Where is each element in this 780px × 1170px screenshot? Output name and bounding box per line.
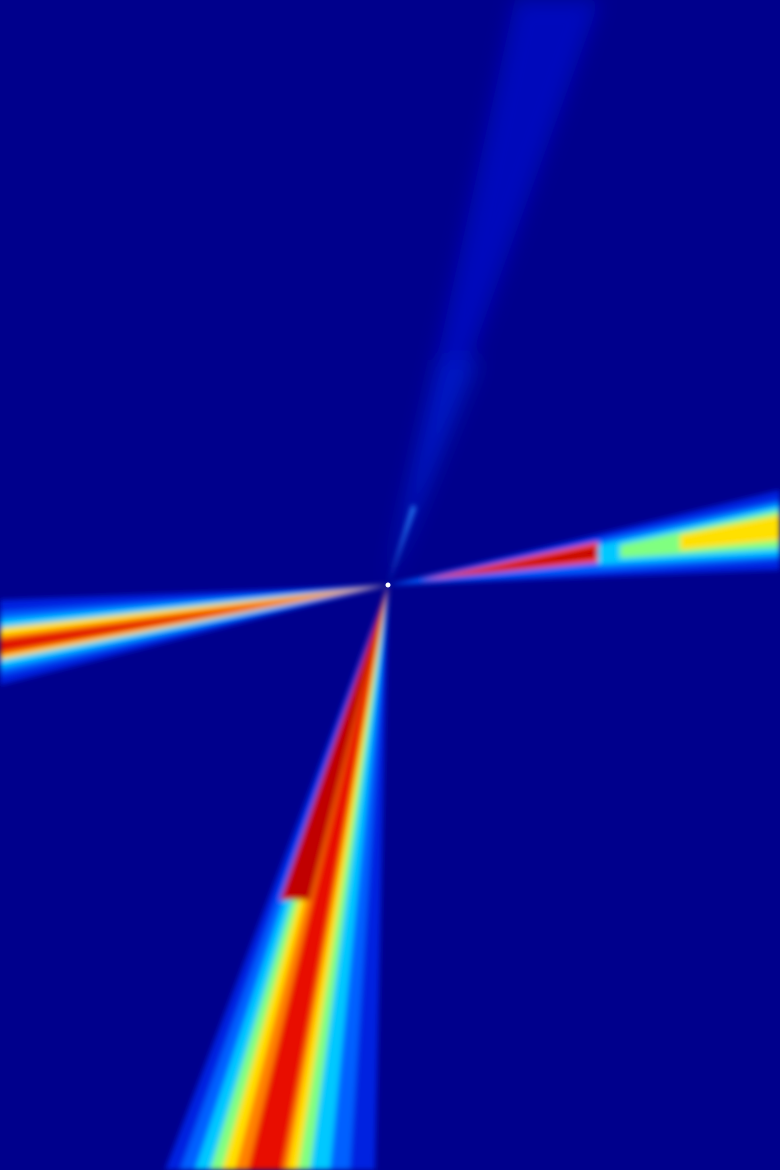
lower-beam <box>165 585 388 1170</box>
right-beam <box>388 490 780 585</box>
left-beam <box>0 585 388 685</box>
beam-origin <box>385 582 391 588</box>
faint-upper-beam <box>388 0 600 585</box>
thin-upper-ray <box>388 505 416 585</box>
